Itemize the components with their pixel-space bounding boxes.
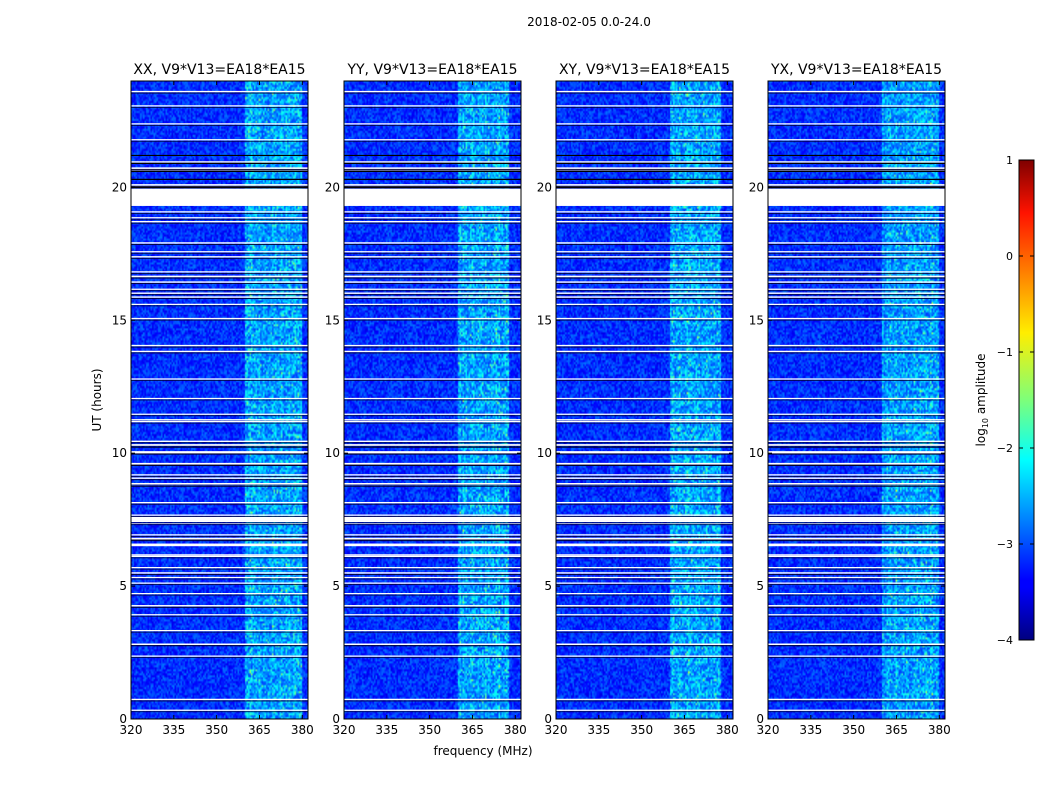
flagged-gap — [768, 188, 945, 206]
panel-yx: YX, V9*V13=EA18*EA15 320 335 350 365 380 0 5 10 1… — [749, 62, 951, 737]
y-tick-label: 10 — [749, 446, 764, 460]
colorbar-label: log10 amplitude — [974, 354, 990, 447]
x-tick-label: 335 — [375, 723, 398, 737]
x-tick-label: 335 — [799, 723, 822, 737]
y-tick-label: 0 — [544, 712, 552, 726]
colorbar-tick-label: −4 — [997, 634, 1013, 647]
flagged-gap — [344, 543, 521, 547]
y-tick-label: 20 — [325, 180, 340, 194]
colorbar-tick-label: 0 — [1006, 250, 1013, 263]
panel-title: YX, V9*V13=EA18*EA15 — [770, 62, 942, 78]
y-tick-label: 0 — [756, 712, 764, 726]
flagged-gap — [768, 516, 945, 521]
panel-title: XX, V9*V13=EA18*EA15 — [133, 62, 305, 78]
x-tick-label: 380 — [504, 723, 527, 737]
y-tick-label: 20 — [749, 180, 764, 194]
panel-frame — [130, 80, 309, 720]
panel-title: XY, V9*V13=EA18*EA15 — [559, 62, 730, 78]
colorbar-tick-label: −3 — [997, 538, 1013, 551]
x-tick-label: 350 — [630, 723, 653, 737]
x-tick-label: 365 — [248, 723, 271, 737]
y-tick-label: 10 — [537, 446, 552, 460]
x-tick-label: 365 — [673, 723, 696, 737]
x-tick-label: 320 — [333, 723, 356, 737]
y-tick-label: 10 — [325, 446, 340, 460]
panel-title: YY, V9*V13=EA18*EA15 — [346, 62, 517, 78]
panel-frame — [767, 80, 946, 720]
x-tick-label: 380 — [928, 723, 951, 737]
flag-stripes — [344, 90, 521, 713]
y-tick-label: 5 — [756, 579, 764, 593]
colorbar: 1 0 −1 −2 −3 −4 log10 amplitude — [974, 154, 1035, 647]
y-tick-label: 0 — [119, 712, 127, 726]
x-tick-label: 350 — [418, 723, 441, 737]
panel-yy: YY, V9*V13=EA18*EA15 320 335 350 365 380 0 5 10 1… — [325, 62, 527, 737]
y-tick-label: 10 — [112, 446, 127, 460]
colorbar-tick-label: −1 — [997, 346, 1013, 359]
colorbar-tick-label: −2 — [997, 442, 1013, 455]
x-tick-label: 320 — [757, 723, 780, 737]
figure-title: 2018-02-05 0.0-24.0 — [527, 15, 651, 29]
y-tick-label: 20 — [537, 180, 552, 194]
flag-stripes — [556, 90, 733, 713]
panels: XX, V9*V13=EA18*EA15 320 335 350 365 380 0 5 10 1… — [112, 62, 951, 737]
y-tick-label: 15 — [325, 313, 340, 327]
flagged-gap — [344, 516, 521, 521]
flagged-gap — [344, 188, 521, 206]
flagged-gap — [768, 543, 945, 547]
y-tick-label: 5 — [119, 579, 127, 593]
flagged-gap — [131, 188, 308, 206]
flagged-gap — [556, 188, 733, 206]
y-tick-label: 5 — [332, 579, 340, 593]
x-tick-label: 380 — [291, 723, 314, 737]
x-tick-label: 335 — [587, 723, 610, 737]
x-tick-label: 365 — [885, 723, 908, 737]
flagged-gap — [131, 543, 308, 547]
y-axis-label: UT (hours) — [90, 368, 104, 431]
flagged-gap — [556, 543, 733, 547]
x-tick-label: 380 — [716, 723, 739, 737]
x-tick-label: 365 — [461, 723, 484, 737]
y-tick-label: 20 — [112, 180, 127, 194]
panel-xx: XX, V9*V13=EA18*EA15 320 335 350 365 380 0 5 10 1… — [112, 62, 314, 737]
x-tick-label: 350 — [205, 723, 228, 737]
x-tick-label: 350 — [842, 723, 865, 737]
x-axis-label: frequency (MHz) — [433, 744, 532, 758]
flagged-gap — [131, 516, 308, 521]
x-tick-label: 320 — [120, 723, 143, 737]
y-tick-label: 5 — [544, 579, 552, 593]
x-tick-label: 320 — [545, 723, 568, 737]
y-tick-label: 0 — [332, 712, 340, 726]
colorbar-ticks: 1 0 −1 −2 −3 −4 — [997, 154, 1034, 647]
flagged-gap — [556, 516, 733, 521]
colorbar-gradient — [1018, 159, 1035, 641]
panel-xy: XY, V9*V13=EA18*EA15 320 335 350 365 380 0 5 10 1… — [537, 62, 739, 737]
y-tick-label: 15 — [749, 313, 764, 327]
y-tick-label: 15 — [537, 313, 552, 327]
panel-frame — [555, 80, 734, 720]
panel-frame — [343, 80, 522, 720]
x-tick-label: 335 — [162, 723, 185, 737]
y-tick-label: 15 — [112, 313, 127, 327]
colorbar-tick-label: 1 — [1006, 154, 1013, 167]
